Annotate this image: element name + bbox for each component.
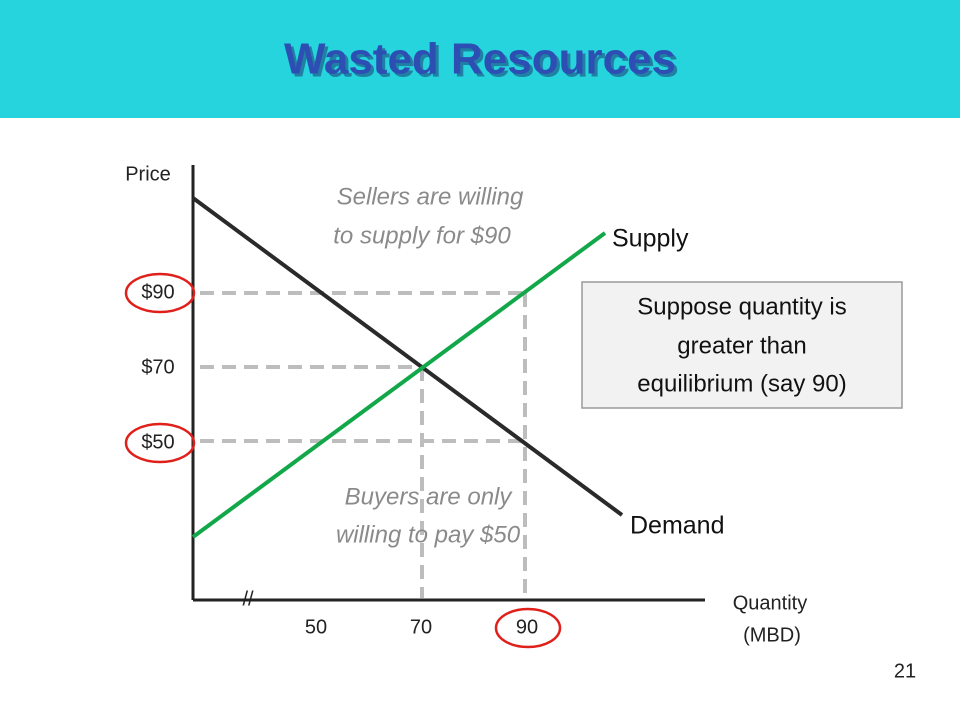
price-label: $70 (141, 356, 174, 378)
buyers-note: Buyers are only (345, 483, 514, 510)
callout-text: Suppose quantity is (637, 293, 846, 320)
slide-title: Wasted Resources (284, 35, 676, 84)
quantity-label: 50 (305, 616, 327, 638)
callout-box (581, 281, 903, 409)
page-number: 21 (894, 660, 916, 682)
title-shadow: Wasted Resources (287, 38, 679, 87)
price-label: $90 (141, 281, 174, 303)
quantity-label: 90 (516, 616, 538, 638)
buyers-note: willing to pay $50 (336, 521, 521, 548)
supply-label: Supply (612, 225, 689, 253)
highlight-ring (494, 607, 562, 649)
callout-text: equilibrium (say 90) (637, 370, 846, 397)
price-label: $50 (141, 431, 174, 453)
sellers-note: Sellers are willing (337, 183, 524, 210)
axis-break: // (242, 588, 254, 610)
highlight-ring (124, 272, 196, 314)
callout-text: greater than (677, 332, 806, 359)
x-axis-label: (MBD) (743, 624, 801, 646)
quantity-label: 70 (410, 616, 432, 638)
highlight-ring (124, 422, 196, 464)
demand-curve (191, 196, 624, 517)
header-band (0, 0, 960, 118)
demand-label: Demand (630, 512, 725, 540)
x-axis-label: Quantity (733, 592, 807, 614)
supply-curve (191, 231, 607, 539)
sellers-note: to supply for $90 (333, 222, 511, 249)
guide-lines (200, 291, 527, 598)
y-axis-label: Price (125, 163, 171, 185)
